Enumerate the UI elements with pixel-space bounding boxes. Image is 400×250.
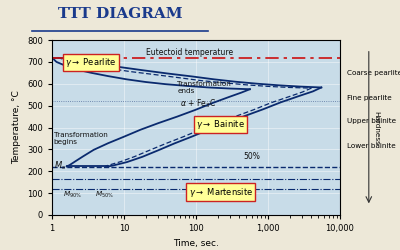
Text: 50%: 50% xyxy=(243,152,260,161)
Text: Hardness: Hardness xyxy=(373,110,379,144)
Text: $M_s$: $M_s$ xyxy=(54,159,66,172)
Text: Transformation
ends: Transformation ends xyxy=(177,81,231,94)
Text: Upper bainite: Upper bainite xyxy=(347,118,396,124)
Text: $\gamma\rightarrow$ Bainite: $\gamma\rightarrow$ Bainite xyxy=(196,118,245,131)
X-axis label: Time, sec.: Time, sec. xyxy=(173,238,219,248)
Text: Eutectoid temperature: Eutectoid temperature xyxy=(146,48,233,57)
Text: Lower bainite: Lower bainite xyxy=(347,143,396,149)
Text: $\gamma\rightarrow$ Pearlite: $\gamma\rightarrow$ Pearlite xyxy=(66,56,117,69)
Text: $M_{90\%}$: $M_{90\%}$ xyxy=(62,190,82,200)
Y-axis label: Temperature, °C: Temperature, °C xyxy=(12,90,22,164)
Text: $\alpha$ + Fe$_3$C: $\alpha$ + Fe$_3$C xyxy=(180,98,216,110)
Text: $\gamma\rightarrow$ Martensite: $\gamma\rightarrow$ Martensite xyxy=(188,186,253,198)
Text: $M_{50\%}$: $M_{50\%}$ xyxy=(95,190,114,200)
Text: Transformation
begins: Transformation begins xyxy=(54,132,107,145)
Text: Coarse pearlite: Coarse pearlite xyxy=(347,70,400,76)
Text: Fine pearlite: Fine pearlite xyxy=(347,95,392,101)
Text: TTT DIAGRAM: TTT DIAGRAM xyxy=(58,8,182,22)
